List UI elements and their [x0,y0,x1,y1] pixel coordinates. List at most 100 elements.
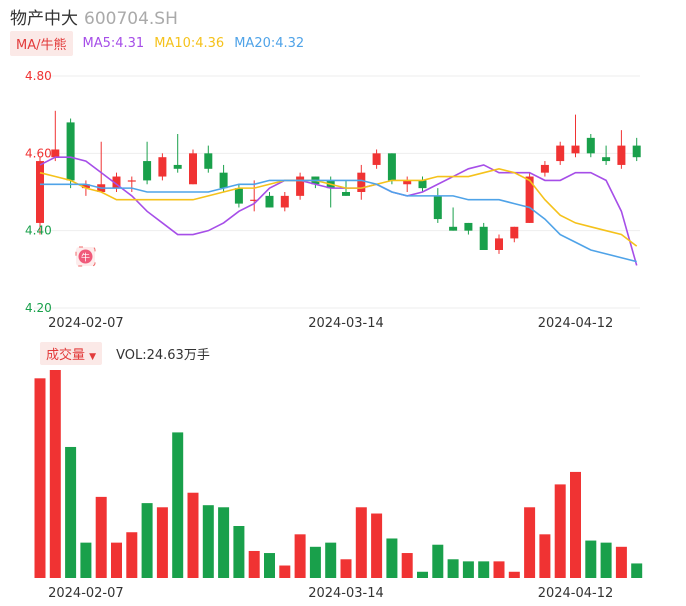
volume-bar [111,542,122,578]
price-tick-label: 4.40 [25,224,52,238]
candle-body [586,137,595,154]
volume-indicator-tab[interactable]: 成交量 ▼ [40,342,103,365]
date-tick-label: 2024-04-12 [538,316,614,331]
volume-bar [447,559,459,578]
moving-average-lines [39,156,638,266]
volume-bar [417,571,428,578]
volume-bar [279,565,291,578]
price-tick-label: 4.80 [25,69,52,83]
volume-tab-label: 成交量 [46,348,86,363]
candle-body [525,176,534,223]
candle-body [495,238,503,250]
volume-bar [95,496,107,578]
volume-bar [156,507,168,578]
volume-bar [65,446,77,578]
volume-bar [462,561,474,578]
candle-body [36,161,44,223]
candle-body [479,226,488,250]
volume-bar [508,571,520,578]
price-axis: 4.80 4.60 4.40 4.20 [25,69,52,315]
candle-body [403,180,412,185]
volume-bar [141,503,153,578]
volume-legend: 成交量 ▼ VOL:24.63万手 [40,342,210,365]
candle-body [81,184,90,189]
chevron-down-icon: ▼ [89,352,97,362]
bull-icon-glyph: 牛 [81,252,90,264]
candle-body [234,188,243,204]
date-tick-label: 2024-04-12 [538,586,614,601]
ma20-line [40,179,637,263]
volume-bar [172,432,184,578]
candle-body [464,222,473,231]
volume-bar [202,505,214,578]
volume-bar [80,542,92,578]
candle-body [296,176,305,196]
stock-name: 物产中大 [10,9,78,29]
volume-bar [539,534,551,578]
volume-bar [294,534,306,578]
volume-bar [325,542,337,578]
candle-body [250,199,259,201]
volume-bar [524,507,536,578]
candle-body [158,157,167,177]
candle-body [173,164,182,169]
stock-title: 物产中大 600704.SH [10,4,178,29]
candle-body [632,145,641,158]
candle-body [112,176,121,189]
bull-icon [78,249,93,264]
candle-body [342,192,350,196]
candle-body [357,172,366,192]
volume-bar [126,532,138,578]
volume-bar [631,563,643,578]
candlestick-series [36,110,641,254]
bull-bear-badge[interactable]: 牛 [75,246,96,267]
volume-bar [615,546,627,578]
ma20-label: MA20:4.32 [234,36,305,51]
volume-bar [493,561,505,578]
volume-bar [570,471,581,578]
volume-bar [386,538,398,578]
candle-body [540,164,549,173]
volume-bar [585,540,597,578]
candle-body [219,172,228,189]
volume-bar [264,553,275,578]
ma-legend: MA/牛熊 MA5:4.31 MA10:4.36 MA20:4.32 [10,31,304,56]
candle-body [418,180,427,189]
candle-body [204,153,213,169]
volume-bar [49,370,61,578]
candle-body [387,153,396,181]
volume-bar [248,550,260,578]
volume-bar [218,507,230,578]
ma-indicator-tab[interactable]: MA/牛熊 [10,31,73,56]
volume-bar [478,561,490,578]
candle-body [617,145,626,165]
date-tick-label: 2024-03-14 [308,586,384,601]
volume-bar [600,542,612,578]
candle-body [556,145,565,162]
candle-body [372,153,381,165]
candle-body [127,180,136,182]
volume-bar [554,484,566,578]
volume-bar [371,513,383,578]
volume-value: VOL:24.63万手 [116,348,210,363]
candle-body [66,122,75,181]
price-tick-label: 4.20 [25,301,52,315]
volume-bar [401,553,413,578]
volume-bar [233,526,245,578]
candle-body [280,195,289,208]
candle-body [433,195,442,220]
candle-body [51,149,60,158]
candle-body [143,161,152,181]
date-axis-price: 2024-02-07 2024-03-14 2024-04-12 [48,316,613,331]
candle-body [510,226,519,239]
volume-bar [309,546,321,578]
candle-body [571,145,580,154]
price-grid [34,75,640,309]
volume-bar [187,492,199,578]
ma10-line [39,167,638,247]
date-tick-label: 2024-02-07 [48,586,124,601]
volume-bar [355,507,367,578]
candle-body [602,157,611,162]
volume-bar [34,378,46,578]
